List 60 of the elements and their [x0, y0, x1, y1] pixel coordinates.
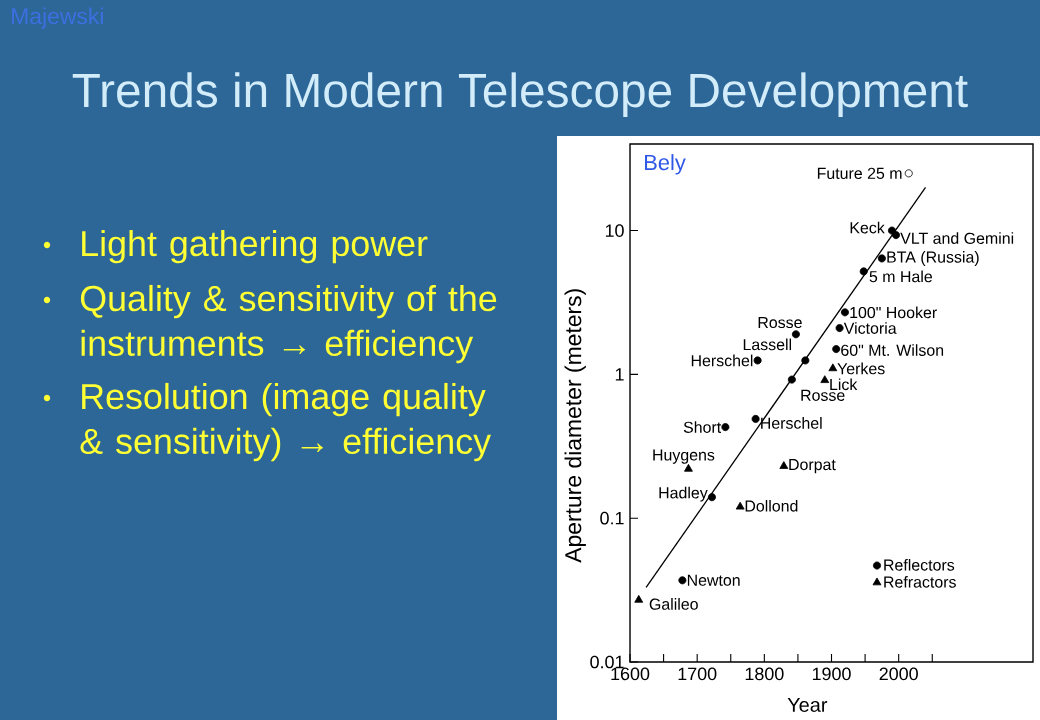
- chart-title: Trends in Modern Telescope Development: [72, 72, 968, 117]
- annotation: Huygens: [653, 449, 715, 464]
- x-axis-title: Year: [787, 698, 828, 712]
- x-tick-label: 1600: [611, 667, 650, 681]
- annotation: Victoria: [843, 322, 897, 334]
- point: [835, 324, 844, 333]
- annotation: Rosse: [758, 316, 802, 329]
- annotation: 100" Hooker: [850, 306, 937, 319]
- x-tick-label: 2000: [879, 667, 918, 681]
- x-tick-label: 1800: [745, 667, 784, 681]
- annotation: Future 25 m: [817, 167, 902, 179]
- point: [753, 356, 762, 365]
- point: [891, 231, 900, 240]
- annotation: Dollond: [745, 499, 798, 512]
- point: [820, 375, 830, 383]
- annotation: Galileo: [649, 598, 698, 610]
- y-tick-label: 10: [605, 224, 624, 237]
- point: [787, 375, 796, 384]
- annotation: Lassell: [743, 338, 792, 351]
- point: [791, 330, 800, 339]
- annotation: Lick: [830, 378, 858, 391]
- x-tick-label: 1700: [678, 667, 717, 681]
- annotation: VLT and Gemini: [900, 232, 1014, 244]
- annotation: Yerkes: [837, 362, 885, 375]
- text: Majewski: [12, 7, 103, 29]
- annotation: Herschel: [691, 354, 753, 367]
- annotation: Keck: [850, 221, 885, 234]
- text: Light gathering power: [82, 229, 428, 264]
- point: [678, 576, 687, 585]
- annotation: Herschel: [761, 417, 822, 429]
- point: [751, 414, 760, 423]
- point: [735, 501, 745, 510]
- point: [877, 254, 886, 263]
- annotation: Hadley: [659, 486, 708, 502]
- annotation: Newton: [687, 574, 740, 586]
- point: [904, 169, 913, 178]
- y-tick-label: 0.1: [600, 511, 624, 525]
- x-tick-label: 1900: [812, 667, 851, 681]
- legend-label: Reflectors: [884, 559, 955, 571]
- y-tick-label: 1: [615, 368, 624, 381]
- point: [832, 345, 841, 354]
- text: Quality & sensitivity of the instruments → efficiency: [80, 284, 497, 364]
- annotation: Short: [683, 421, 722, 433]
- point: [779, 461, 789, 469]
- annotation: Dorpat: [789, 459, 836, 474]
- annotation: Rosse: [801, 389, 845, 401]
- point: [840, 308, 849, 317]
- legend-label: Refractors: [884, 576, 956, 588]
- annotation: BTA (Russia): [887, 251, 979, 266]
- text: Resolution (image quality & sensitivity) → efficiency: [80, 382, 492, 462]
- point: [859, 267, 868, 276]
- annotation: 60" Mt. Wilson: [841, 344, 944, 356]
- point: [721, 423, 730, 432]
- point: [634, 594, 644, 603]
- annotation: Bely: [645, 154, 686, 175]
- point: [828, 363, 838, 372]
- point: [801, 356, 810, 365]
- y-tick-label: 0.01: [590, 655, 624, 669]
- annotation: 5 m Hale: [869, 270, 932, 283]
- y-axis-title: Aperture diameter (meters): [564, 289, 586, 563]
